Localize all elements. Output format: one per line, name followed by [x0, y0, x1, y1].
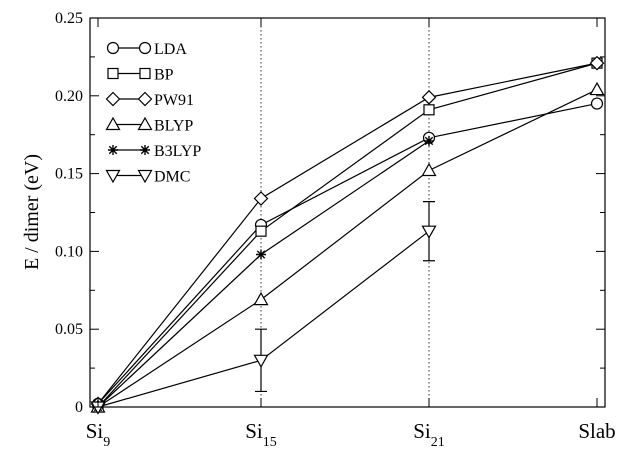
y-ticks: 0 0.05 0.10 0.15 0.20 0.25	[55, 10, 605, 416]
y-tick-label: 0.15	[55, 166, 83, 183]
data-point-pw91	[589, 55, 605, 71]
data-point-blyp	[253, 291, 269, 306]
legend-marker-blyp	[137, 116, 153, 131]
data-point-blyp	[421, 162, 437, 177]
legend-marker-dmc	[105, 169, 121, 184]
legend-marker-bp	[107, 67, 119, 80]
x-tick-label: Slab	[578, 419, 615, 443]
legend-label: BP	[154, 67, 174, 84]
legend-marker-bp	[139, 67, 151, 80]
data-point-pw91	[421, 90, 437, 105]
series-dmc	[90, 201, 437, 415]
legend-marker-blyp	[105, 116, 121, 131]
legend-label: DMC	[154, 169, 190, 186]
legend-marker-pw91	[105, 91, 121, 107]
x-tick-label: Si9	[86, 419, 111, 449]
y-tick-label: 0	[75, 399, 83, 416]
legend-entry-b3lyp: B3LYP	[108, 143, 201, 160]
y-tick-label: 0.10	[55, 243, 83, 260]
series-bp	[92, 57, 603, 413]
legend-label: LDA	[154, 41, 187, 58]
legend-marker-dmc	[137, 169, 153, 184]
series-line-b3lyp	[97, 140, 430, 408]
data-point-dmc	[253, 354, 269, 369]
legend-label: B3LYP	[154, 143, 201, 160]
legend-entry-lda: LDA	[106, 41, 187, 58]
y-tick-label: 0.05	[55, 321, 83, 338]
legend-entry-bp: BP	[107, 67, 174, 84]
series-line-blyp	[97, 89, 598, 408]
data-point-dmc	[421, 225, 437, 239]
data-point-pw91	[253, 191, 269, 206]
data-point-b3lyp	[424, 135, 434, 146]
series-layer	[90, 55, 605, 415]
y-axis-label: E / dimer (eV)	[21, 154, 43, 270]
data-point-bp	[423, 104, 435, 116]
legend-entry-pw91: PW91	[105, 91, 194, 109]
series-line-pw91	[97, 62, 598, 405]
x-ticks: Si9 Si15 Si21 Slab	[86, 18, 616, 449]
legend-marker-lda	[138, 41, 152, 55]
axes: 0 0.05 0.10 0.15 0.20 0.25 Si9 Si15 Si21 Slab	[55, 10, 616, 449]
legend-marker-pw91	[137, 91, 153, 107]
y-tick-label: 0.20	[55, 88, 83, 105]
series-line-lda	[97, 102, 598, 405]
data-point-blyp	[589, 81, 605, 96]
data-point-bp	[255, 225, 267, 237]
legend-label: BLYP	[154, 118, 193, 135]
legend-marker-lda	[106, 41, 120, 55]
legend-marker-b3lyp	[108, 145, 118, 155]
x-tick-label: Si21	[413, 419, 445, 449]
data-point-lda	[590, 97, 604, 110]
legend-entry-dmc: DMC	[105, 169, 190, 186]
series-line-bp	[97, 62, 598, 408]
legend-marker-b3lyp	[140, 145, 150, 155]
x-tick-label: Si15	[245, 419, 277, 449]
legend-label: PW91	[154, 92, 194, 109]
legend-entry-blyp: BLYP	[105, 116, 193, 135]
y-tick-label: 0.25	[55, 10, 83, 27]
data-point-b3lyp	[256, 249, 266, 260]
legend: LDA BP PW91 BLYP B3LYP DMC	[105, 41, 201, 186]
